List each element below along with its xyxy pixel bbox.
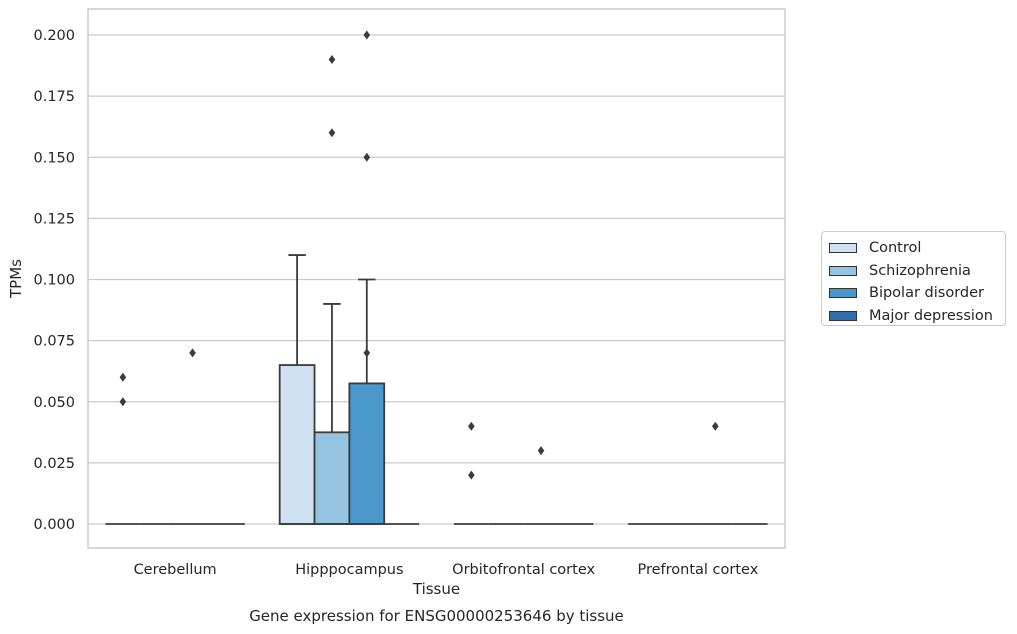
y-tick-label: 0.175 — [33, 89, 75, 105]
chart-title: Gene expression for ENSG00000253646 by t… — [249, 607, 624, 625]
x-tick-label: Prefrontal cortex — [637, 562, 758, 578]
legend-item-schizophrenia: Schizophrenia — [829, 260, 1005, 283]
legend-label-schizophrenia: Schizophrenia — [869, 262, 971, 279]
legend-swatch-major-depression — [829, 310, 857, 321]
outlier-point — [328, 54, 336, 64]
outlier-point — [363, 30, 371, 40]
box — [278, 364, 316, 525]
plot-area-frame — [87, 8, 786, 549]
outlier-point — [537, 446, 545, 456]
legend-swatch-control — [829, 243, 857, 254]
legend-swatch-schizophrenia — [829, 265, 857, 276]
y-tick-label: 0.150 — [33, 150, 75, 166]
legend-label-major-depression: Major depression — [869, 307, 993, 324]
outlier-point — [119, 397, 127, 407]
y-tick-label: 0.125 — [33, 211, 75, 227]
legend-item-bipolar-disorder: Bipolar disorder — [829, 282, 1005, 305]
y-tick-label: 0.050 — [33, 395, 75, 411]
outlier-point — [363, 348, 371, 358]
outlier-point — [119, 372, 127, 382]
box — [313, 431, 351, 525]
outlier-point — [328, 128, 336, 138]
outlier-points — [119, 30, 719, 480]
y-axis-label: TPMs — [7, 259, 25, 299]
outlier-point — [468, 421, 475, 431]
x-axis-ticks: Cerebellum Hipppocampus Orbitofrontal cort… — [134, 562, 759, 578]
x-tick-label: Cerebellum — [134, 562, 217, 578]
x-tick-label: Orbitofrontal cortex — [452, 562, 595, 578]
y-axis-ticks: 0.000 0.025 0.050 0.075 0.100 0.125 0.150 0.175… — [33, 28, 75, 533]
legend-item-major-depression: Major depression — [829, 305, 1005, 328]
outlier-point — [363, 152, 371, 162]
y-tick-label: 0.025 — [33, 456, 75, 472]
legend-swatch-bipolar-disorder — [829, 288, 857, 299]
y-tick-label: 0.200 — [33, 28, 75, 44]
y-tick-label: 0.100 — [33, 273, 75, 289]
legend: Control Schizophrenia Bipolar disorder M… — [821, 231, 1006, 326]
gridlines — [88, 34, 785, 525]
x-axis-label: Tissue — [412, 580, 460, 598]
outlier-point — [189, 348, 196, 358]
legend-item-control: Control — [829, 237, 1005, 260]
outlier-point — [468, 470, 475, 480]
box-series — [105, 254, 768, 525]
legend-label-bipolar-disorder: Bipolar disorder — [869, 285, 984, 302]
outlier-point — [712, 421, 719, 431]
x-tick-label: Hipppocampus — [295, 562, 403, 578]
legend-label-control: Control — [869, 240, 922, 257]
box — [348, 382, 386, 525]
y-tick-label: 0.075 — [33, 334, 75, 350]
y-tick-label: 0.000 — [33, 517, 75, 533]
